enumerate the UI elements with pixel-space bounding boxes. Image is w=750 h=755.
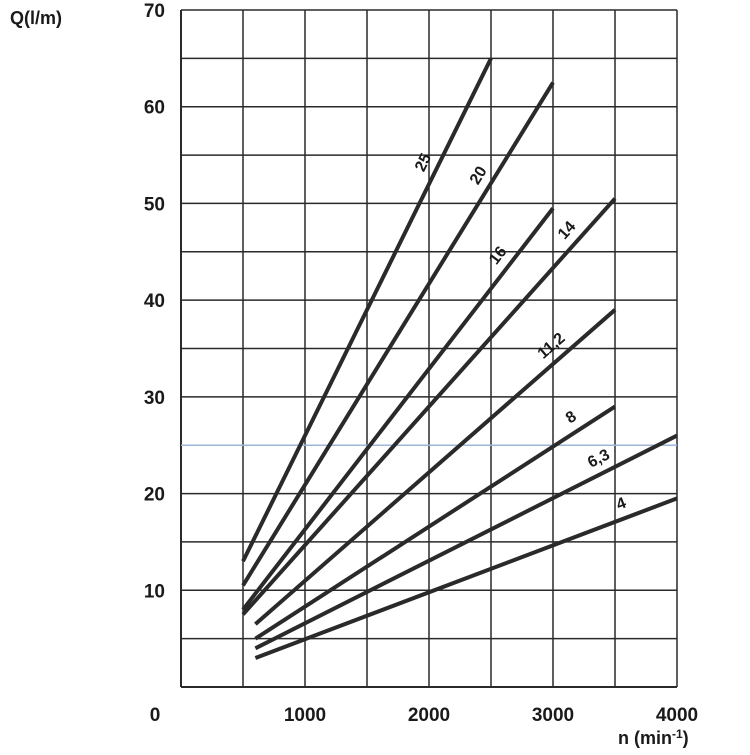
series-label: 20: [467, 164, 491, 188]
series-line-25: [241, 57, 493, 563]
series-layer: [241, 57, 678, 660]
x-tick-label: 0: [150, 705, 161, 726]
series-label: 6,3: [585, 446, 613, 471]
x-tick-label: 1000: [284, 705, 326, 726]
series-label: 8: [563, 408, 580, 427]
y-tick-label: 20: [144, 485, 165, 506]
y-tick-label: 30: [144, 388, 165, 409]
series-line-14: [241, 197, 617, 616]
series-label: 14: [555, 218, 580, 243]
series-label: 4: [614, 495, 628, 514]
y-tick-label: 70: [144, 1, 165, 22]
series-line-11-2: [254, 308, 617, 626]
x-tick-label: 2000: [408, 705, 450, 726]
series-line-6-3: [254, 433, 678, 651]
series-label: 16: [486, 243, 510, 268]
series-label: 25: [412, 151, 435, 175]
series-label: 11,2: [535, 330, 569, 363]
x-axis-title: n (min-1): [618, 727, 689, 748]
x-tick-label: 4000: [656, 705, 698, 726]
series-line-20: [241, 81, 555, 587]
grid: [180, 9, 678, 688]
series-line-8: [254, 404, 617, 641]
y-tick-label: 10: [144, 581, 165, 602]
series-line-16: [241, 207, 555, 611]
y-tick-label: 40: [144, 291, 165, 312]
y-tick-label: 50: [144, 194, 165, 215]
series-line-4: [254, 496, 678, 660]
y-axis-title: Q(l/m): [10, 8, 62, 28]
x-tick-label: 3000: [532, 705, 574, 726]
tick-label-layer: 10 20 30 40 50 60 70 0 1000 2000 3000 4000: [144, 1, 698, 726]
y-tick-label: 60: [144, 98, 165, 119]
